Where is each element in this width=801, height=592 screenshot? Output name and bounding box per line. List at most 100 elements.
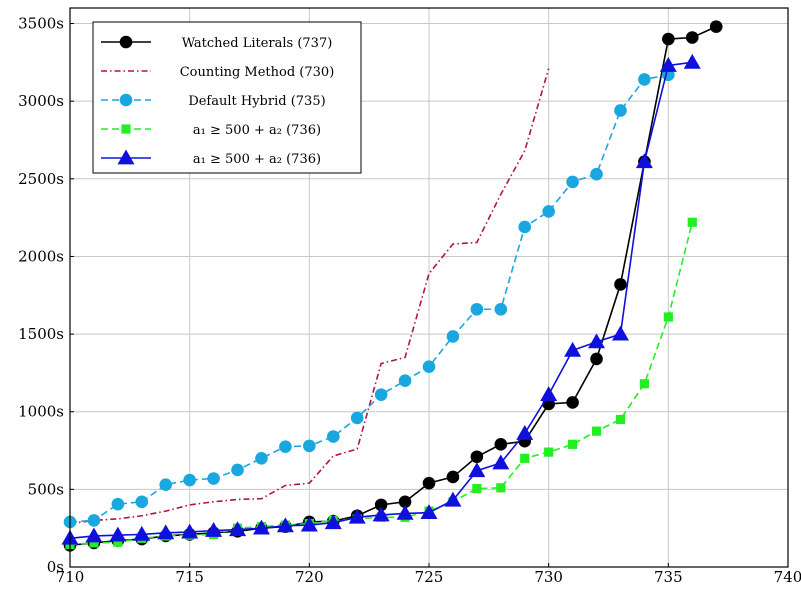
data-point bbox=[326, 430, 340, 443]
data-point bbox=[207, 472, 220, 485]
data-point bbox=[635, 153, 653, 169]
data-point bbox=[518, 220, 532, 234]
y-tick-label: 0s bbox=[47, 558, 64, 576]
legend-marker bbox=[119, 35, 133, 49]
data-point bbox=[444, 491, 462, 507]
y-tick-label: 2000s bbox=[18, 247, 64, 265]
y-tick-label: 1000s bbox=[18, 403, 64, 421]
data-point bbox=[133, 525, 151, 541]
data-point bbox=[398, 374, 412, 387]
data-point bbox=[183, 473, 196, 487]
data-point bbox=[566, 175, 579, 189]
data-point bbox=[446, 330, 460, 343]
data-point bbox=[516, 424, 534, 440]
legend-label: a₁ ≥ 500 + a₂ (736) bbox=[193, 123, 321, 138]
data-point bbox=[590, 352, 603, 366]
data-point bbox=[157, 524, 175, 540]
data-point bbox=[611, 325, 629, 341]
data-point bbox=[687, 217, 697, 227]
data-point bbox=[85, 527, 103, 543]
data-point bbox=[520, 453, 530, 463]
data-point bbox=[709, 20, 723, 33]
data-point bbox=[470, 302, 484, 316]
x-tick-label: 735 bbox=[654, 568, 683, 586]
data-point bbox=[279, 440, 292, 453]
data-point bbox=[446, 470, 460, 484]
series-2 bbox=[63, 68, 675, 529]
x-tick-label: 720 bbox=[295, 568, 324, 586]
data-point bbox=[662, 32, 675, 46]
data-point bbox=[252, 519, 270, 535]
data-point bbox=[113, 537, 123, 547]
series-line bbox=[69, 25, 717, 547]
y-tick-label: 3000s bbox=[18, 92, 64, 110]
data-point bbox=[685, 31, 699, 44]
legend: Watched Literals (737) Counting Method (7… bbox=[92, 21, 362, 174]
y-tick-label: 3500s bbox=[18, 15, 64, 33]
x-tick-label: 740 bbox=[774, 568, 801, 586]
data-point bbox=[398, 495, 412, 509]
series-line bbox=[69, 222, 694, 546]
data-point bbox=[564, 341, 582, 357]
data-point bbox=[494, 302, 508, 316]
data-point bbox=[396, 504, 414, 520]
data-point bbox=[542, 205, 555, 218]
data-point bbox=[300, 516, 318, 532]
data-point bbox=[374, 498, 388, 512]
data-point bbox=[422, 360, 436, 373]
data-point bbox=[639, 379, 649, 389]
grid-lines bbox=[69, 8, 789, 568]
series-1 bbox=[69, 68, 550, 525]
data-point bbox=[89, 538, 99, 548]
series-layer bbox=[61, 20, 723, 552]
data-point bbox=[422, 476, 436, 490]
data-point bbox=[588, 333, 606, 349]
data-point bbox=[231, 463, 244, 477]
legend-label: a₁ ≥ 500 + a₂ (736) bbox=[193, 152, 321, 167]
x-tick-label: 715 bbox=[175, 568, 204, 586]
data-point bbox=[591, 426, 602, 436]
data-point bbox=[324, 514, 342, 530]
data-point bbox=[229, 521, 247, 537]
x-axis-ticks: 710 715 720 725 730 735 740 bbox=[56, 563, 801, 586]
data-point bbox=[472, 483, 482, 494]
data-point bbox=[372, 506, 390, 522]
legend-box bbox=[92, 21, 362, 174]
data-point bbox=[470, 450, 484, 464]
data-point bbox=[614, 104, 627, 117]
data-point bbox=[590, 167, 603, 181]
data-point bbox=[494, 438, 508, 451]
legend-marker bbox=[117, 149, 135, 165]
data-point bbox=[135, 495, 149, 509]
data-point bbox=[348, 508, 366, 524]
legend-label: Counting Method (730) bbox=[180, 65, 335, 80]
y-tick-label: 1500s bbox=[18, 325, 64, 343]
legend-marker bbox=[121, 124, 131, 134]
data-point bbox=[659, 56, 677, 72]
data-point bbox=[566, 396, 579, 409]
data-point bbox=[540, 386, 558, 402]
x-tick-label: 725 bbox=[415, 568, 444, 586]
y-axis-ticks: 0s 500s 1000s 1500s 2000s 2500s 3000s 3500s bbox=[18, 15, 74, 576]
data-point bbox=[496, 483, 506, 493]
data-point bbox=[374, 388, 388, 401]
data-point bbox=[303, 439, 316, 453]
data-point bbox=[568, 439, 578, 449]
data-point bbox=[492, 454, 510, 470]
data-point bbox=[255, 452, 268, 465]
data-point bbox=[276, 517, 294, 533]
data-point bbox=[614, 278, 627, 291]
legend-marker bbox=[119, 93, 133, 107]
data-point bbox=[468, 462, 486, 478]
data-point bbox=[87, 514, 101, 527]
series-line bbox=[69, 68, 550, 525]
data-point bbox=[111, 497, 125, 511]
data-point bbox=[638, 73, 651, 86]
data-point bbox=[350, 411, 364, 425]
data-point bbox=[181, 523, 199, 539]
data-point bbox=[615, 414, 626, 425]
x-tick-label: 710 bbox=[56, 568, 85, 586]
data-point bbox=[544, 447, 554, 457]
data-point bbox=[683, 53, 701, 69]
